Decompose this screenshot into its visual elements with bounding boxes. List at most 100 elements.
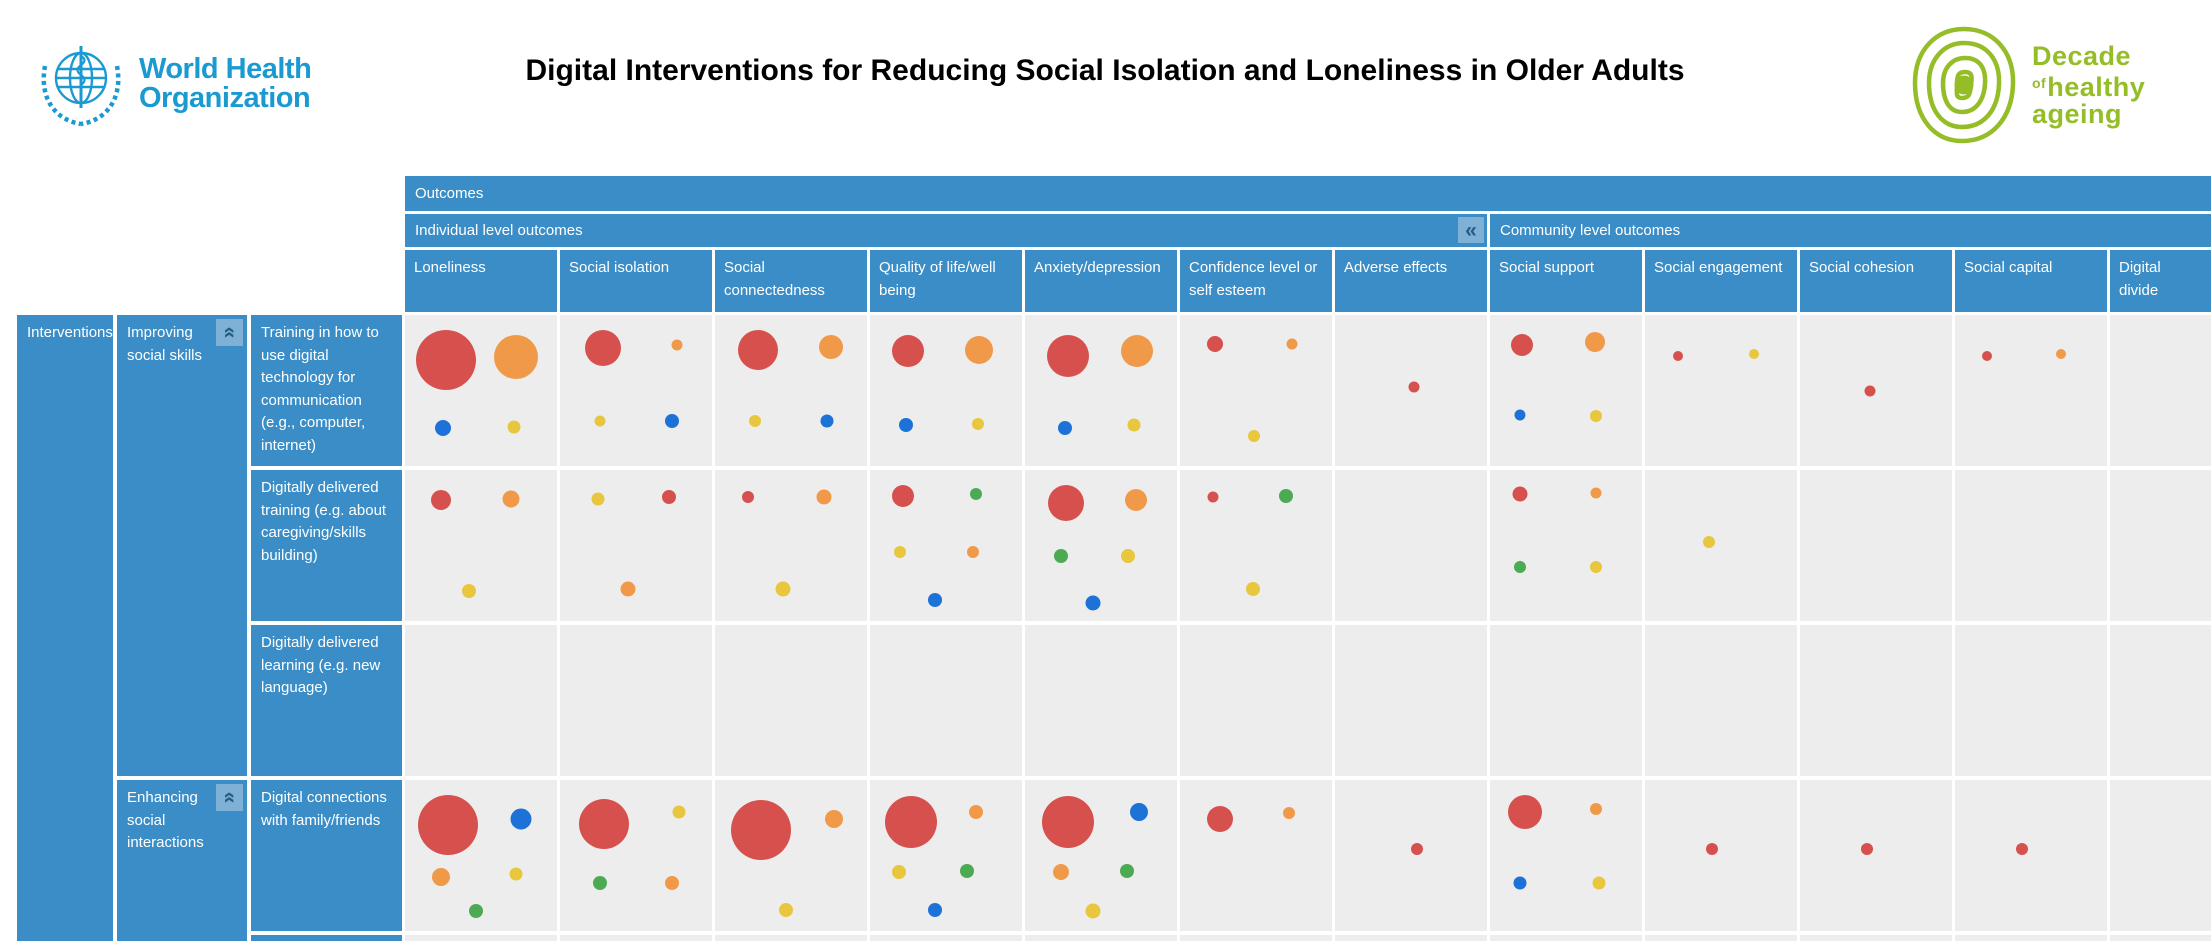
bubble-orange[interactable] [1584, 332, 1605, 353]
bubble-red[interactable] [892, 335, 924, 368]
bubble-yellow[interactable] [748, 414, 761, 427]
bubble-blue[interactable] [1513, 876, 1527, 890]
bubble-red[interactable] [1860, 843, 1873, 856]
chevron-double-up-icon[interactable]: « [216, 319, 243, 346]
bubble-orange[interactable] [969, 804, 984, 819]
bubble-orange[interactable] [671, 339, 683, 351]
bubble-blue[interactable] [1130, 802, 1148, 821]
bubble-yellow[interactable] [1592, 876, 1606, 890]
bubble-yellow[interactable] [1121, 549, 1136, 564]
bubble-orange[interactable] [967, 545, 980, 558]
bubble-yellow[interactable] [1590, 410, 1603, 423]
matrix-cell [1180, 625, 1332, 776]
bubble-orange[interactable] [1283, 807, 1296, 820]
bubble-green[interactable] [592, 875, 607, 890]
bubble-red[interactable] [416, 330, 477, 391]
column-header-5: Anxiety/depression [1025, 250, 1177, 312]
bubble-orange[interactable] [1053, 864, 1070, 881]
bubble-orange[interactable] [824, 810, 843, 829]
chevron-double-left-icon[interactable]: « [1458, 217, 1484, 243]
bubble-yellow[interactable] [591, 492, 605, 506]
bubble-yellow[interactable] [971, 417, 984, 430]
bubble-red[interactable] [730, 799, 791, 860]
bubble-orange[interactable] [432, 867, 451, 886]
bubble-red[interactable] [2015, 843, 2028, 856]
bubble-red[interactable] [737, 329, 778, 370]
bubble-yellow[interactable] [1248, 429, 1261, 442]
bubble-blue[interactable] [510, 808, 532, 830]
bubble-green[interactable] [1514, 560, 1527, 573]
bubble-blue[interactable] [665, 413, 680, 428]
bubble-yellow[interactable] [1245, 582, 1260, 597]
bubble-green[interactable] [960, 863, 975, 878]
bubble-orange[interactable] [1124, 489, 1147, 512]
bubble-yellow[interactable] [509, 867, 523, 881]
bubble-orange[interactable] [1590, 802, 1603, 815]
bubble-yellow[interactable] [891, 865, 906, 880]
matrix-cell [405, 625, 557, 776]
bubble-green[interactable] [1054, 549, 1069, 564]
column-header-2: Social isolation [560, 250, 712, 312]
bubble-blue[interactable] [1514, 409, 1526, 421]
bubble-orange[interactable] [493, 335, 538, 380]
bubble-red[interactable] [1411, 843, 1424, 856]
bubble-red[interactable] [584, 330, 621, 367]
bubble-blue[interactable] [899, 418, 914, 433]
bubble-yellow[interactable] [1749, 349, 1760, 360]
bubble-green[interactable] [1279, 488, 1294, 503]
bubble-orange[interactable] [965, 335, 994, 364]
bubble-orange[interactable] [502, 490, 520, 508]
bubble-red[interactable] [1206, 335, 1223, 352]
bubble-red[interactable] [579, 798, 630, 849]
bubble-yellow[interactable] [894, 545, 907, 558]
bubble-red[interactable] [1705, 843, 1718, 856]
bubble-orange[interactable] [2056, 349, 2067, 360]
bubble-red[interactable] [1408, 381, 1420, 393]
bubble-yellow[interactable] [1702, 536, 1715, 549]
bubble-yellow[interactable] [775, 581, 791, 597]
bubble-yellow[interactable] [507, 420, 521, 434]
bubble-red[interactable] [1864, 385, 1876, 396]
bubble-yellow[interactable] [594, 415, 606, 427]
bubble-red[interactable] [892, 484, 915, 507]
bubble-red[interactable] [431, 490, 452, 511]
bubble-red[interactable] [742, 491, 755, 504]
bubble-yellow[interactable] [1590, 560, 1603, 573]
bubble-green[interactable] [1119, 863, 1134, 878]
bubble-red[interactable] [1207, 491, 1219, 503]
bubble-red[interactable] [417, 795, 478, 856]
bubble-red[interactable] [1206, 806, 1233, 833]
bubble-red[interactable] [1507, 794, 1542, 829]
bubble-blue[interactable] [435, 420, 451, 437]
bubble-yellow[interactable] [461, 583, 476, 598]
bubble-orange[interactable] [665, 875, 680, 890]
bubble-green[interactable] [970, 488, 983, 501]
bubble-blue[interactable] [1057, 421, 1072, 436]
bubble-red[interactable] [1673, 350, 1684, 361]
bubble-red[interactable] [1981, 350, 1992, 361]
bubble-green[interactable] [469, 904, 484, 919]
bubble-yellow[interactable] [672, 805, 686, 819]
matrix-cell [1645, 470, 1797, 621]
bubble-red[interactable] [1512, 486, 1528, 502]
bubble-orange[interactable] [818, 334, 843, 359]
bubble-blue[interactable] [928, 592, 943, 607]
bubble-red[interactable] [1046, 334, 1089, 377]
bubble-yellow[interactable] [1127, 418, 1141, 432]
bubble-red[interactable] [1041, 796, 1094, 849]
bubble-orange[interactable] [1286, 338, 1298, 350]
bubble-yellow[interactable] [779, 902, 794, 917]
bubble-blue[interactable] [928, 902, 943, 917]
bubble-blue[interactable] [820, 414, 834, 428]
bubble-orange[interactable] [816, 489, 832, 505]
bubble-red[interactable] [885, 796, 938, 849]
bubble-orange[interactable] [1121, 335, 1154, 368]
bubble-red[interactable] [1048, 485, 1085, 522]
bubble-red[interactable] [1510, 334, 1533, 357]
bubble-orange[interactable] [620, 581, 636, 597]
bubble-red[interactable] [662, 490, 677, 505]
bubble-yellow[interactable] [1085, 903, 1101, 919]
bubble-orange[interactable] [1590, 487, 1602, 499]
bubble-blue[interactable] [1085, 595, 1101, 611]
chevron-double-up-icon[interactable]: « [216, 784, 243, 811]
